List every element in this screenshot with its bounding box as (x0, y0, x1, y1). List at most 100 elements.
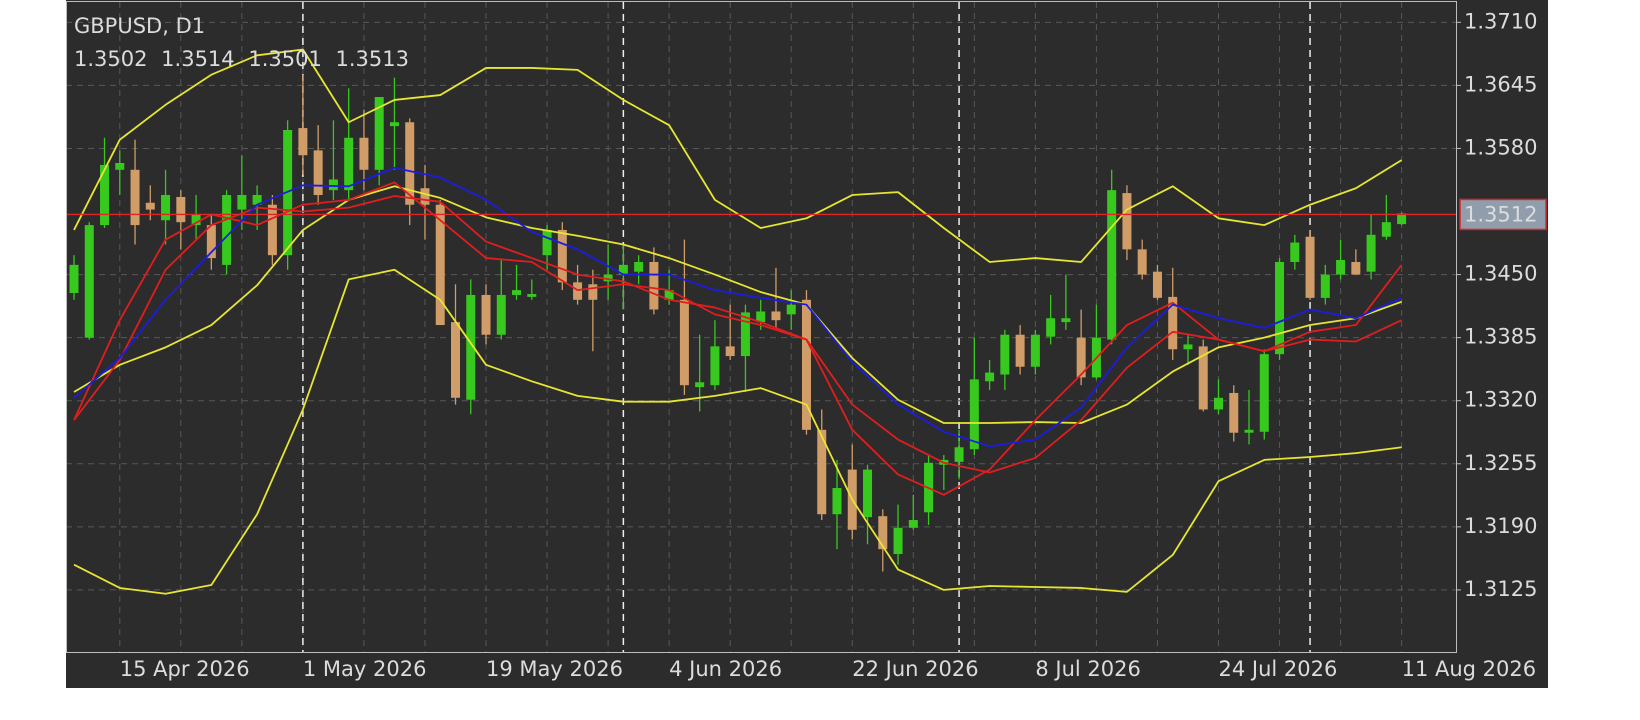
candle-body (725, 346, 735, 357)
candle-body (130, 169, 140, 226)
candle-body (603, 274, 613, 282)
y-tick-label: 1.3125 (1464, 577, 1537, 601)
candle-body (1366, 234, 1376, 272)
candle-body (1061, 318, 1071, 323)
candle-body (313, 150, 323, 196)
candle-body (1107, 190, 1117, 340)
indicator-line (73, 185, 1402, 424)
y-tick-label: 1.3190 (1464, 514, 1537, 538)
candle-body (1137, 249, 1147, 275)
candle-body (176, 196, 186, 223)
candle-body (466, 294, 476, 400)
ohlc-close: 1.3513 (336, 47, 409, 71)
candle-body (206, 225, 216, 259)
candle-body (1397, 213, 1407, 225)
candle-body (786, 304, 796, 315)
ohlc-readout: 1.3502 1.3514 1.3501 1.3513 (74, 47, 409, 71)
y-tick-label: 1.3320 (1464, 388, 1537, 412)
ohlc-low: 1.3501 (248, 47, 321, 71)
indicator-line (73, 268, 1402, 595)
chart-title: GBPUSD, D1 (74, 14, 205, 38)
candle-body (1275, 261, 1285, 355)
candle-body (1244, 429, 1254, 433)
candle-body (1030, 334, 1040, 367)
candle-body (100, 164, 110, 226)
y-tick-label: 1.3710 (1464, 9, 1537, 33)
candle-body (985, 372, 995, 382)
candle-body (1198, 346, 1208, 410)
candle-body (252, 195, 262, 205)
candle-body (1229, 392, 1239, 433)
candle-body (1336, 260, 1346, 275)
y-tick-label: 1.3580 (1464, 135, 1537, 159)
indicator-line (73, 166, 1402, 448)
candle-body (374, 97, 384, 170)
candle-body (710, 346, 720, 386)
y-tick-label: 1.3645 (1464, 72, 1537, 96)
x-tick-label: 19 May 2026 (486, 657, 623, 681)
candle-body (1152, 271, 1162, 298)
indicator-line (73, 195, 1403, 474)
x-tick-label: 1 May 2026 (303, 657, 427, 681)
candle-body (451, 322, 460, 398)
candle-body (1046, 318, 1056, 337)
current-price-label: 1.3512 (1464, 202, 1537, 226)
candle-body (893, 527, 903, 555)
candle-body (115, 163, 125, 170)
candle-body (512, 290, 522, 295)
candle-body (679, 299, 689, 386)
candle-body (573, 282, 583, 300)
plot-frame (66, 1, 1457, 653)
x-tick-label: 22 Jun 2026 (852, 657, 978, 681)
candle-body (481, 294, 491, 335)
candle-body (969, 379, 979, 450)
indicator-line (73, 181, 1403, 496)
candle-body (1183, 344, 1193, 350)
candle-body (832, 488, 842, 515)
candle-body (1015, 334, 1025, 367)
candle-body (588, 284, 598, 300)
x-tick-label: 8 Jul 2026 (1035, 657, 1141, 681)
candle-body (1214, 397, 1223, 410)
candle-body (954, 447, 964, 462)
candle-body (1320, 274, 1330, 298)
candle-body (878, 516, 888, 550)
candle-body (1351, 261, 1361, 275)
candle-body (389, 122, 399, 127)
candle-body (756, 311, 766, 323)
candle-body (527, 293, 537, 297)
candle-body (771, 311, 781, 321)
current-price-box (1459, 198, 1547, 231)
candle-body (267, 204, 277, 256)
x-tick-label: 24 Jul 2026 (1219, 657, 1338, 681)
y-tick-label: 1.3255 (1464, 451, 1537, 475)
mark-layer (66, 48, 1456, 595)
candle-body (420, 188, 430, 205)
x-tick-label: 4 Jun 2026 (669, 657, 782, 681)
ohlc-high: 1.3514 (161, 47, 234, 71)
candle-body (237, 195, 247, 210)
candle-body (557, 229, 567, 283)
candle-body (1168, 296, 1178, 350)
candle-body (817, 429, 827, 515)
candle-body (1305, 236, 1315, 298)
candle-body (84, 225, 94, 338)
candle-body (740, 312, 750, 357)
candle-body (222, 195, 232, 265)
candle-body (1076, 337, 1086, 378)
candle-body (161, 195, 171, 221)
candle-body (1259, 354, 1269, 432)
candle-body (1122, 193, 1132, 250)
candle-body (634, 261, 644, 272)
candle-body (435, 204, 445, 326)
candle-body (191, 214, 201, 226)
candle-body (618, 264, 628, 275)
candle-body (69, 264, 79, 294)
candle-body (298, 128, 308, 156)
y-tick-label: 1.3385 (1464, 325, 1537, 349)
y-tick-label: 1.3450 (1464, 262, 1537, 286)
candle-body (863, 469, 873, 518)
candle-body (542, 229, 552, 256)
candle-body (359, 137, 369, 170)
